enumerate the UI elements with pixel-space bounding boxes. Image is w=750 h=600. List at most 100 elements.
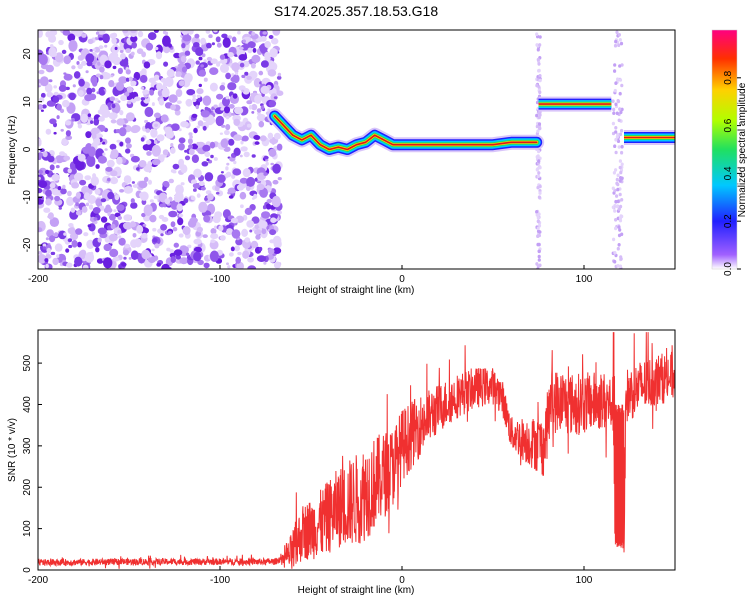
heatmap-noise-blob — [227, 187, 237, 194]
heatmap-noise-blob — [143, 61, 151, 69]
heatmap-noise-blob — [41, 104, 47, 109]
heatmap-noise-blob — [54, 52, 64, 63]
heatmap-noise-blob — [84, 252, 95, 263]
heatmap-noise-blob — [56, 103, 62, 111]
heatmap-noise-blob — [277, 210, 282, 215]
x-tick-label: 100 — [576, 274, 593, 285]
heatmap-noise-blob — [240, 146, 248, 152]
y-tick-label: 20 — [22, 48, 33, 60]
heatmap-noise-blob — [131, 125, 141, 133]
heatmap-noise-blob — [198, 56, 203, 61]
heatmap-gap-speckle — [615, 204, 620, 209]
heatmap-noise-blob — [143, 204, 153, 216]
heatmap-noise-blob — [141, 51, 147, 58]
y-tick-label: -20 — [22, 237, 33, 252]
heatmap-noise-blob — [193, 42, 200, 48]
heatmap-noise-blob — [66, 196, 75, 206]
heatmap-noise-blob — [227, 265, 231, 269]
heatmap-gap-speckle — [535, 83, 539, 88]
heatmap-noise-blob — [247, 41, 256, 49]
heatmap-noise-blob — [262, 205, 267, 210]
heatmap-noise-blob — [100, 198, 107, 203]
heatmap-noise-blob — [161, 217, 169, 222]
heatmap-noise-blob — [74, 256, 83, 267]
heatmap-noise-blob — [244, 207, 253, 215]
heatmap-noise-blob — [265, 161, 269, 166]
heatmap-gap-speckle — [617, 33, 622, 37]
heatmap-noise-blob — [125, 143, 132, 149]
heatmap-gap-speckle — [538, 35, 542, 39]
heatmap-noise-blob — [130, 250, 139, 260]
heatmap-noise-blob — [125, 69, 131, 75]
heatmap-noise-blob — [85, 53, 95, 64]
heatmap-noise-blob — [204, 151, 211, 157]
heatmap-gap-speckle — [614, 102, 618, 107]
heatmap-noise-blob — [38, 169, 43, 174]
heatmap-gap-speckle — [616, 264, 620, 268]
heatmap-noise-blob — [231, 112, 235, 116]
heatmap-noise-blob — [187, 138, 193, 145]
heatmap-noise-blob — [95, 31, 100, 35]
heatmap-noise-blob — [242, 60, 250, 68]
heatmap-noise-blob — [140, 86, 145, 90]
heatmap-noise-blob — [86, 155, 96, 167]
heatmap-noise-blob — [178, 233, 184, 238]
heatmap-noise-blob — [96, 258, 104, 264]
heatmap-noise-blob — [191, 154, 199, 163]
heatmap-noise-blob — [170, 147, 176, 154]
heatmap-noise-blob — [123, 256, 127, 260]
heatmap-noise-blob — [239, 177, 248, 184]
heatmap-noise-blob — [216, 93, 224, 100]
heatmap-noise-blob — [147, 32, 157, 41]
heatmap-noise-blob — [116, 139, 121, 143]
heatmap-noise-blob — [249, 229, 253, 233]
heatmap-noise-blob — [273, 261, 281, 269]
heatmap-noise-blob — [38, 187, 43, 194]
heatmap-gap-speckle — [615, 30, 619, 35]
heatmap-noise-blob — [81, 33, 87, 38]
heatmap-noise-blob — [250, 63, 256, 69]
heatmap-noise-blob — [204, 197, 208, 201]
heatmap-signal-track — [267, 96, 675, 157]
heatmap-noise-blob — [220, 138, 229, 148]
heatmap-noise-blob — [82, 264, 89, 269]
heatmap-gap-speckle — [535, 213, 539, 217]
heatmap-noise-blob — [65, 248, 70, 253]
heatmap-noise-blob — [170, 143, 174, 147]
heatmap-gap-speckle — [618, 132, 623, 137]
heatmap-gap-speckle — [618, 38, 622, 42]
heatmap-noise-blob — [38, 30, 43, 38]
heatmap-noise-blob — [184, 246, 189, 253]
heatmap-noise-blob — [220, 107, 224, 111]
heatmap-noise-blob — [109, 177, 119, 185]
heatmap-noise-blob — [188, 144, 193, 150]
heatmap-noise-blob — [198, 83, 202, 88]
heatmap-gap-speckle — [614, 39, 618, 44]
heatmap-noise-blob — [78, 250, 86, 260]
heatmap-noise-blob — [67, 168, 72, 174]
heatmap-gap-speckle — [613, 88, 617, 93]
heatmap-noise-blob — [223, 106, 231, 114]
heatmap-noise-blob — [90, 76, 98, 84]
heatmap-gap-speckle — [617, 225, 621, 229]
heatmap-noise-blob — [216, 190, 224, 197]
heatmap-noise-blob — [98, 37, 103, 41]
heatmap-gap-speckle — [537, 254, 541, 259]
heatmap-noise-blob — [58, 39, 64, 46]
heatmap-noise-blob — [42, 151, 48, 158]
heatmap-noise-blob — [91, 134, 97, 139]
heatmap-noise-blob — [167, 230, 172, 235]
heatmap-x-ticks: -200 -100 0 100 — [28, 265, 593, 285]
heatmap-noise-blob — [196, 141, 200, 146]
heatmap-gap-speckle — [618, 218, 623, 223]
heatmap-noise-blob — [219, 132, 223, 135]
heatmap-gap-speckle — [615, 177, 619, 182]
heatmap-noise-blob — [197, 259, 204, 266]
heatmap-noise-blob — [162, 30, 167, 35]
heatmap-noise-blob — [235, 71, 239, 76]
heatmap-gap-speckle — [535, 100, 540, 105]
heatmap-noise-blob — [216, 62, 221, 67]
heatmap-y-axis-label: Frequency (Hz) — [7, 116, 18, 185]
heatmap-noise-blob — [122, 249, 130, 256]
